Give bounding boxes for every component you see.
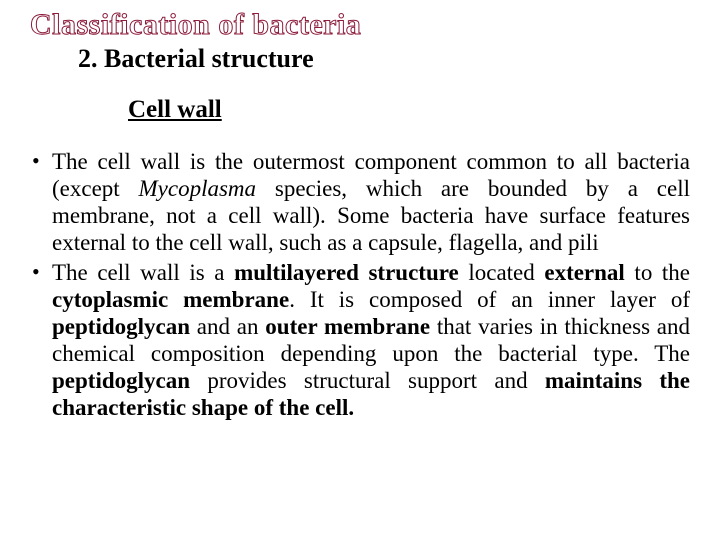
text-run: Mycoplasma [139,176,257,201]
text-run: and an [190,314,265,339]
text-run: cytoplasmic membrane [52,287,289,312]
section-heading: Cell wall [128,96,690,124]
text-run: The cell wall is a [52,260,234,285]
main-title: Classification of bacteria [30,8,690,42]
bullet-item: The cell wall is a multilayered structur… [30,259,690,422]
text-run: . It is composed of an inner layer of [289,287,690,312]
text-run: peptidoglycan [52,368,190,393]
text-run: peptidoglycan [52,314,190,339]
text-run: located [459,260,545,285]
text-run: multilayered structure [234,260,459,285]
bullet-list: The cell wall is the outermost component… [30,148,690,421]
text-run: external [544,260,624,285]
text-run: provides structural support and [190,368,545,393]
subtitle: 2. Bacterial structure [78,44,690,74]
text-run: outer membrane [265,314,430,339]
bullet-item: The cell wall is the outermost component… [30,148,690,257]
text-run: to the [625,260,690,285]
